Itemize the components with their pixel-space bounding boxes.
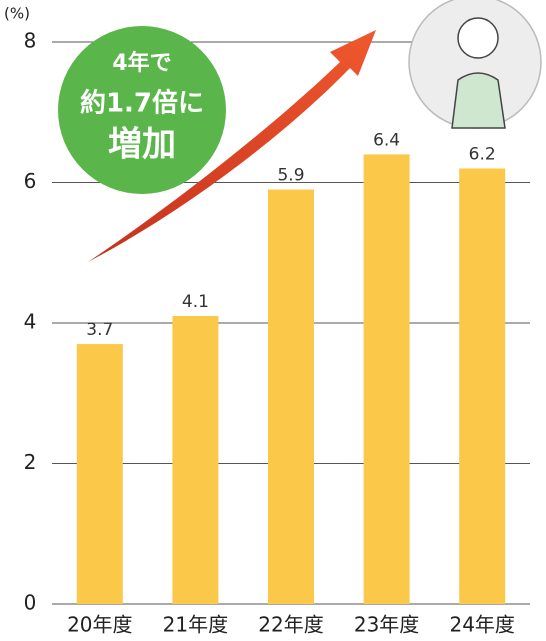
bar: [268, 190, 314, 604]
x-tick-label: 23年度: [354, 613, 419, 637]
bar: [459, 168, 505, 604]
bar: [364, 154, 410, 604]
x-tick-label: 21年度: [163, 613, 228, 637]
x-tick-label: 20年度: [67, 613, 132, 637]
y-tick-label: 8: [24, 29, 37, 53]
x-tick-label: 24年度: [449, 613, 514, 637]
annotation: 4年で: [112, 50, 171, 76]
y-tick-label: 2: [24, 450, 37, 474]
value-label: 6.2: [469, 144, 496, 164]
illustration-body: [452, 73, 505, 128]
annotation: 増加: [108, 125, 176, 165]
annotation: 約1.7倍に: [80, 88, 204, 119]
value-label: 5.9: [277, 166, 304, 186]
chart: (%) 0 2 4 6 8 4年で 約1.7倍に 増加 3.7 20年度 4.1 21年度 5.…: [0, 0, 546, 641]
illustration-head: [458, 18, 498, 58]
y-unit: (%): [4, 5, 30, 23]
value-label: 6.4: [373, 130, 400, 150]
y-tick-label: 0: [24, 591, 37, 615]
x-tick-label: 22年度: [258, 613, 323, 637]
value-label: 4.1: [182, 292, 209, 312]
value-label: 3.7: [86, 320, 113, 340]
bar: [77, 344, 123, 604]
y-tick-label: 6: [24, 169, 37, 193]
y-tick-label: 4: [24, 310, 37, 334]
bar: [172, 316, 218, 604]
